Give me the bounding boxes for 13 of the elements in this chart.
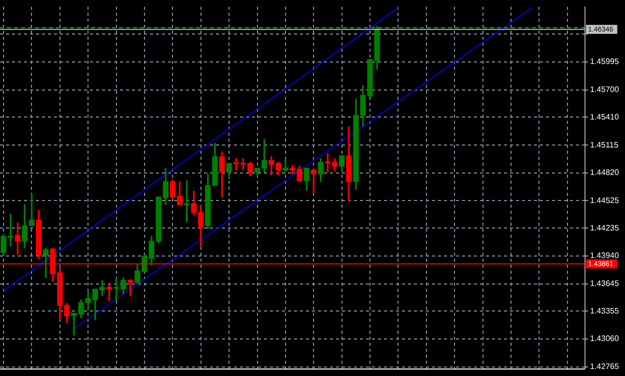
y-tick-label: 1.44525 bbox=[590, 196, 620, 205]
candlestick bbox=[282, 159, 288, 172]
y-tick-label: 1.44820 bbox=[590, 168, 620, 178]
y-tick-label: 1.45115 bbox=[590, 140, 619, 150]
y-tick-label: 1.43940 bbox=[590, 251, 620, 260]
y-tick-label: 1.45995 bbox=[590, 57, 620, 66]
y-tick-label: 1.43355 bbox=[590, 306, 620, 316]
y-tick-label: 1.43060 bbox=[590, 334, 620, 344]
y-tick-label: 1.45700 bbox=[590, 85, 620, 94]
y-tick-label: 1.42765 bbox=[590, 362, 620, 372]
y-tick-label: 1.44235 bbox=[590, 223, 620, 232]
y-tick-label: 1.45410 bbox=[590, 112, 620, 122]
y-tick-label: 1.43645 bbox=[590, 278, 620, 288]
